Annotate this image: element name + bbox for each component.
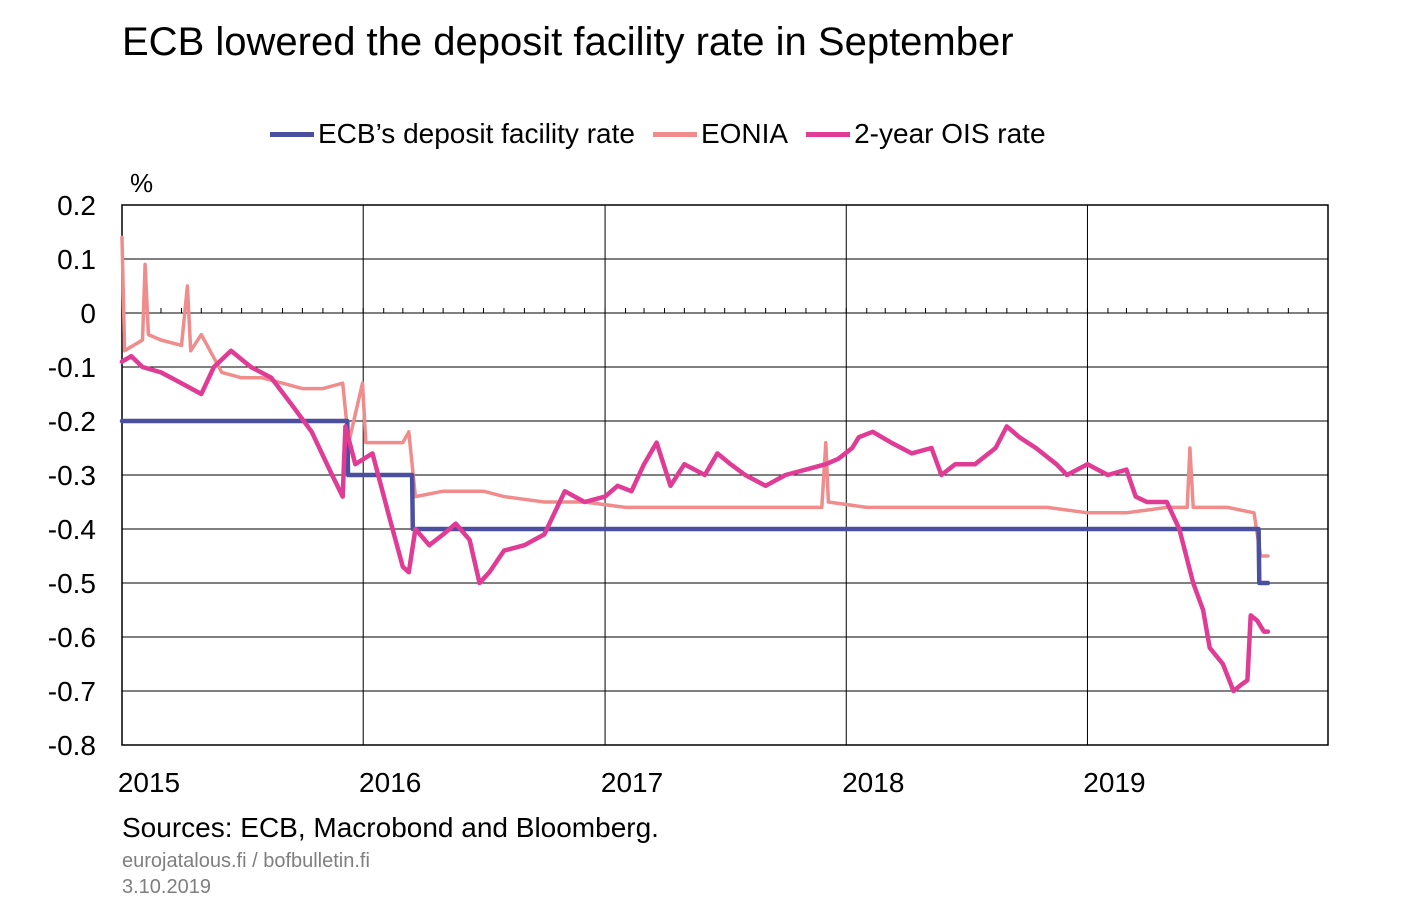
sources-note: Sources: ECB, Macrobond and Bloomberg. <box>122 812 659 843</box>
legend-item-deposit-rate: ECB’s deposit facility rate <box>270 118 635 150</box>
ois-line <box>119 348 1271 694</box>
chart-title: ECB lowered the deposit facility rate in… <box>122 20 1014 64</box>
legend-swatch-eonia <box>652 131 697 137</box>
chart-legend: ECB’s deposit facility rate EONIA 2-year… <box>270 118 1064 150</box>
y-tick-label: -0.1 <box>48 352 96 383</box>
y-tick-label: 0.2 <box>57 190 96 221</box>
y-tick-label: -0.6 <box>48 622 96 653</box>
legend-swatch-deposit-rate <box>270 131 314 137</box>
y-axis-unit: % <box>130 168 154 198</box>
y-tick-label: -0.2 <box>48 406 96 437</box>
y-tick-label: -0.5 <box>48 568 96 599</box>
legend-label-ois: 2-year OIS rate <box>854 118 1046 149</box>
y-tick-label: 0 <box>80 298 96 329</box>
y-tick-label: 0.1 <box>57 244 96 275</box>
site-credit: eurojatalous.fi / bofbulletin.fi <box>122 850 370 872</box>
x-tick-label: 2018 <box>842 767 904 798</box>
x-tick-label: 2019 <box>1083 767 1145 798</box>
legend-label-eonia: EONIA <box>700 118 789 149</box>
y-tick-label: -0.3 <box>48 460 96 491</box>
legend-item-ois: 2-year OIS rate <box>806 118 1046 150</box>
x-tick-label: 2015 <box>118 767 180 798</box>
y-tick-label: -0.4 <box>48 514 96 545</box>
legend-label-deposit-rate: ECB’s deposit facility rate <box>318 118 635 149</box>
x-tick-label: 2016 <box>359 767 421 798</box>
legend-item-eonia: EONIA <box>652 118 789 150</box>
y-tick-label: -0.7 <box>48 676 96 707</box>
x-tick-label: 2017 <box>601 767 663 798</box>
y-tick-label: -0.8 <box>48 730 96 761</box>
deposit-rate-line <box>119 418 1271 586</box>
publish-date: 3.10.2019 <box>122 876 211 898</box>
legend-swatch-ois <box>806 131 851 137</box>
eonia-line <box>120 235 1270 558</box>
